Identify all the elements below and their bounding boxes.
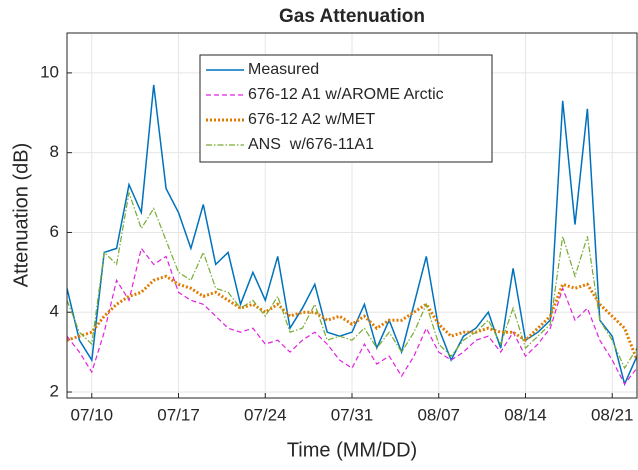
series-line <box>67 84 637 387</box>
series-line <box>67 247 637 386</box>
y-tick-label: 6 <box>50 222 59 241</box>
x-tick-label: 07/17 <box>157 405 200 424</box>
plot-frame <box>66 32 638 399</box>
y-tick-label: 10 <box>40 62 59 81</box>
y-axis-label: Attenuation (dB) <box>10 143 32 288</box>
series-line <box>67 192 637 370</box>
legend-label: 676-12 A2 w/MET <box>248 111 375 128</box>
x-tick-label: 07/24 <box>244 405 287 424</box>
legend-label: ANS w/676-11A1 <box>248 136 374 153</box>
y-tick-label: 4 <box>50 302 59 321</box>
y-tick-label: 8 <box>50 142 59 161</box>
x-tick-label: 07/31 <box>331 405 374 424</box>
y-tick-label: 2 <box>50 382 59 401</box>
x-tick-label: 07/10 <box>71 405 114 424</box>
x-tick-label: 08/21 <box>591 405 634 424</box>
legend-box <box>199 54 493 163</box>
x-tick-label: 08/14 <box>504 405 547 424</box>
legend-label: Measured <box>248 61 319 78</box>
legend-label: 676-12 A1 w/AROME Arctic <box>248 86 444 103</box>
x-axis-label: Time (MM/DD) <box>287 439 417 461</box>
series-line <box>67 274 637 361</box>
chart-title: Gas Attenuation <box>279 6 425 27</box>
x-tick-label: 08/07 <box>417 405 460 424</box>
